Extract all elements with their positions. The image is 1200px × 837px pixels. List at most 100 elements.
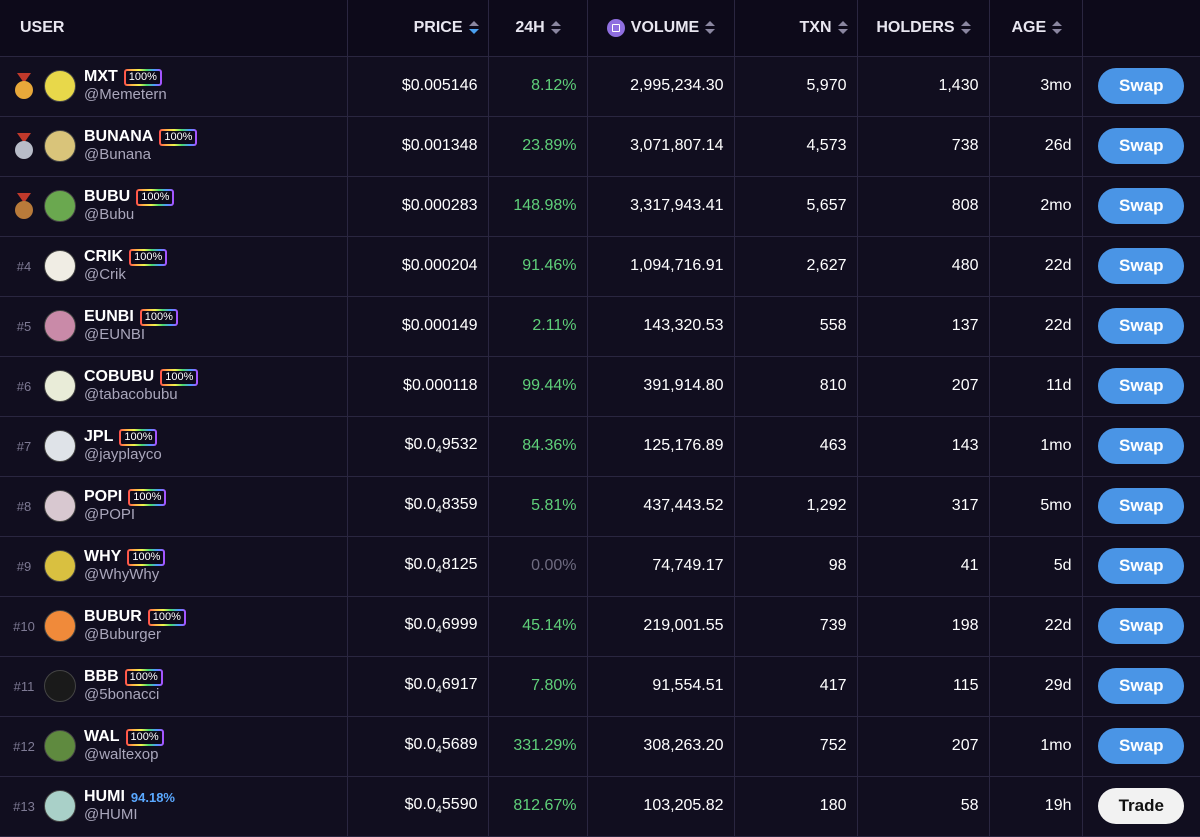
- token-ticker[interactable]: HUMI: [84, 788, 125, 805]
- user-cell[interactable]: #11 BBB 100% @5bonacci: [0, 656, 348, 717]
- table-row[interactable]: #6 COBUBU 100% @tabacobubu $0.000118 99.…: [0, 356, 1200, 417]
- token-avatar[interactable]: [44, 550, 76, 582]
- token-ticker[interactable]: COBUBU: [84, 368, 155, 385]
- token-ticker[interactable]: MXT: [84, 68, 118, 85]
- table-row[interactable]: #12 WAL 100% @waltexop $0.045689 331.29%…: [0, 716, 1200, 777]
- token-avatar[interactable]: [44, 370, 76, 402]
- sort-icon: [1052, 20, 1063, 35]
- token-handle[interactable]: @waltexop: [84, 746, 159, 763]
- token-avatar[interactable]: [44, 670, 76, 702]
- token-handle[interactable]: @Bubu: [84, 206, 135, 223]
- user-cell[interactable]: #7 JPL 100% @jayplayco: [0, 416, 348, 477]
- token-handle[interactable]: @EUNBI: [84, 326, 146, 343]
- swap-button[interactable]: Swap: [1098, 308, 1185, 344]
- table-row[interactable]: #5 EUNBI 100% @EUNBI $0.000149 2.11% 143…: [0, 296, 1200, 357]
- token-avatar[interactable]: [44, 730, 76, 762]
- token-handle[interactable]: @Buburger: [84, 626, 161, 643]
- user-cell[interactable]: MXT 100% @Memetern: [0, 56, 348, 117]
- table-row[interactable]: #11 BBB 100% @5bonacci $0.046917 7.80% 9…: [0, 656, 1200, 717]
- user-cell[interactable]: #6 COBUBU 100% @tabacobubu: [0, 356, 348, 417]
- swap-button[interactable]: Swap: [1098, 68, 1185, 104]
- token-handle[interactable]: @POPI: [84, 506, 136, 523]
- token-avatar[interactable]: [44, 190, 76, 222]
- token-ticker[interactable]: BUBU: [84, 188, 131, 205]
- table-row[interactable]: BUBU 100% @Bubu $0.000283 148.98% 3,317,…: [0, 176, 1200, 237]
- age-cell: 22d: [989, 596, 1083, 657]
- price-zero-count: 4: [435, 564, 442, 577]
- swap-button[interactable]: Swap: [1098, 548, 1185, 584]
- column-header-24h[interactable]: 24H: [488, 0, 588, 57]
- swap-button[interactable]: Swap: [1098, 368, 1185, 404]
- table-row[interactable]: #8 POPI 100% @POPI $0.048359 5.81% 437,4…: [0, 476, 1200, 537]
- user-cell[interactable]: #9 WHY 100% @WhyWhy: [0, 536, 348, 597]
- token-handle[interactable]: @Crik: [84, 266, 126, 283]
- trade-button[interactable]: Trade: [1098, 788, 1185, 824]
- token-ticker[interactable]: BUNANA: [84, 128, 154, 145]
- token-ticker[interactable]: CRIK: [84, 248, 124, 265]
- column-header-user[interactable]: USER: [0, 0, 348, 57]
- column-header-age[interactable]: AGE: [989, 0, 1083, 57]
- column-header-volume[interactable]: VOLUME: [587, 0, 735, 57]
- token-avatar[interactable]: [44, 490, 76, 522]
- token-handle[interactable]: @WhyWhy: [84, 566, 160, 583]
- swap-button[interactable]: Swap: [1098, 248, 1185, 284]
- column-header-holders[interactable]: HOLDERS: [857, 0, 990, 57]
- user-cell[interactable]: BUNANA 100% @Bunana: [0, 116, 348, 177]
- token-avatar[interactable]: [44, 70, 76, 102]
- table-row[interactable]: #13 HUMI 94.18% @HUMI $0.045590 812.67% …: [0, 776, 1200, 837]
- token-ticker[interactable]: BUBUR: [84, 608, 142, 625]
- user-cell[interactable]: #13 HUMI 94.18% @HUMI: [0, 776, 348, 837]
- user-cell[interactable]: #5 EUNBI 100% @EUNBI: [0, 296, 348, 357]
- token-ticker[interactable]: WHY: [84, 548, 122, 565]
- token-ticker[interactable]: POPI: [84, 488, 123, 505]
- token-ticker[interactable]: WAL: [84, 728, 120, 745]
- change-24h-cell: 99.44%: [488, 356, 588, 417]
- swap-button[interactable]: Swap: [1098, 488, 1185, 524]
- volume-cell: 391,914.80: [587, 356, 735, 417]
- user-cell[interactable]: BUBU 100% @Bubu: [0, 176, 348, 237]
- token-handle[interactable]: @Memetern: [84, 86, 167, 103]
- token-handle[interactable]: @tabacobubu: [84, 386, 178, 403]
- token-avatar[interactable]: [44, 130, 76, 162]
- user-cell[interactable]: #4 CRIK 100% @Crik: [0, 236, 348, 297]
- progress-badge: 94.18%: [130, 789, 175, 805]
- token-handle[interactable]: @Bunana: [84, 146, 151, 163]
- change-24h-cell: 84.36%: [488, 416, 588, 477]
- progress-badge: 100%: [160, 369, 198, 386]
- token-avatar[interactable]: [44, 310, 76, 342]
- token-avatar[interactable]: [44, 610, 76, 642]
- token-ticker[interactable]: JPL: [84, 428, 114, 445]
- volume-cell: 308,263.20: [587, 716, 735, 777]
- price-prefix: $0.0: [404, 615, 436, 633]
- table-row[interactable]: #7 JPL 100% @jayplayco $0.049532 84.36% …: [0, 416, 1200, 477]
- table-row[interactable]: #10 BUBUR 100% @Buburger $0.046999 45.14…: [0, 596, 1200, 657]
- column-header-price[interactable]: PRICE: [347, 0, 489, 57]
- swap-button[interactable]: Swap: [1098, 668, 1185, 704]
- token-handle[interactable]: @5bonacci: [84, 686, 160, 703]
- token-avatar[interactable]: [44, 250, 76, 282]
- change-24h-cell: 812.67%: [488, 776, 588, 837]
- user-cell[interactable]: #8 POPI 100% @POPI: [0, 476, 348, 537]
- action-cell: Swap: [1082, 176, 1200, 237]
- user-cell[interactable]: #12 WAL 100% @waltexop: [0, 716, 348, 777]
- swap-button[interactable]: Swap: [1098, 728, 1185, 764]
- token-handle[interactable]: @HUMI: [84, 806, 138, 823]
- table-row[interactable]: BUNANA 100% @Bunana $0.001348 23.89% 3,0…: [0, 116, 1200, 177]
- volume-cell: 1,094,716.91: [587, 236, 735, 297]
- table-row[interactable]: #9 WHY 100% @WhyWhy $0.048125 0.00% 74,7…: [0, 536, 1200, 597]
- token-handle[interactable]: @jayplayco: [84, 446, 162, 463]
- swap-button[interactable]: Swap: [1098, 428, 1185, 464]
- token-ticker[interactable]: EUNBI: [84, 308, 134, 325]
- token-avatar[interactable]: [44, 430, 76, 462]
- column-header-txn[interactable]: TXN: [734, 0, 858, 57]
- swap-button[interactable]: Swap: [1098, 188, 1185, 224]
- swap-button[interactable]: Swap: [1098, 608, 1185, 644]
- table-row[interactable]: MXT 100% @Memetern $0.005146 8.12% 2,995…: [0, 56, 1200, 117]
- sort-icon: [705, 20, 716, 35]
- user-cell[interactable]: #10 BUBUR 100% @Buburger: [0, 596, 348, 657]
- txn-cell: 5,657: [734, 176, 858, 237]
- token-avatar[interactable]: [44, 790, 76, 822]
- swap-button[interactable]: Swap: [1098, 128, 1185, 164]
- table-row[interactable]: #4 CRIK 100% @Crik $0.000204 91.46% 1,09…: [0, 236, 1200, 297]
- token-ticker[interactable]: BBB: [84, 668, 119, 685]
